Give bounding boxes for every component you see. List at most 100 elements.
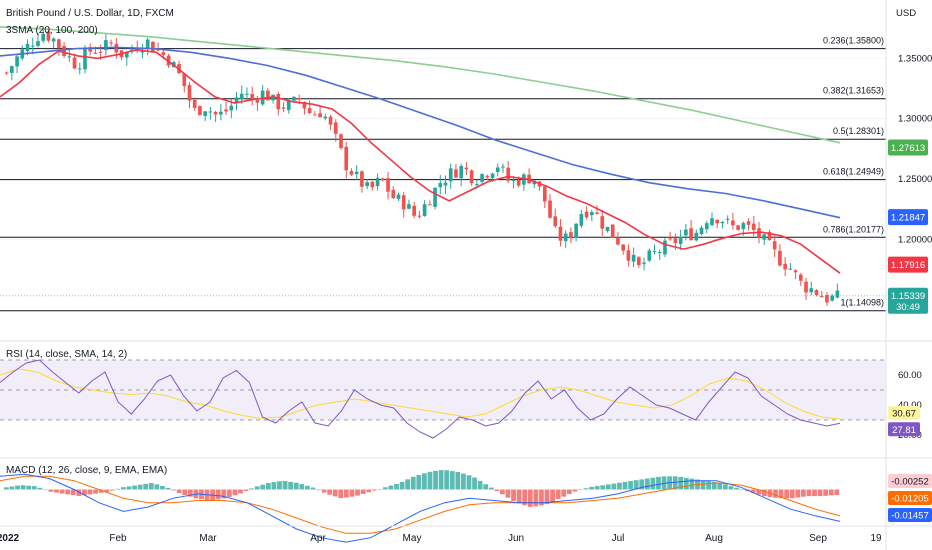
macd-histogram-bar <box>59 489 65 494</box>
macd-histogram-bar <box>43 489 48 490</box>
macd-histogram-bar <box>132 485 137 490</box>
price-badge-value: 1.21847 <box>891 213 925 224</box>
sma200-line <box>0 26 841 144</box>
candle-body <box>83 48 87 70</box>
candle-body <box>454 169 458 178</box>
candle-body <box>30 45 35 47</box>
candle-body <box>731 220 735 226</box>
candle-body <box>213 111 218 115</box>
macd-histogram-bar <box>109 489 115 491</box>
macd-histogram-bar <box>433 470 438 490</box>
rsi-tick-label: 60.00 <box>898 370 922 381</box>
candle-body <box>725 218 730 220</box>
macd-histogram-bar <box>15 485 20 490</box>
candle-body <box>563 233 568 242</box>
month-label: Sep <box>809 533 827 544</box>
price-pane[interactable]: 0.236(1.35800) 0.382(1.31653) 0.5(1.28301)… <box>0 0 886 340</box>
macd-histogram-bar <box>700 480 706 490</box>
macd-badge-value: -0.01205 <box>891 494 929 505</box>
candle-body <box>203 111 207 116</box>
candle-body <box>328 116 333 125</box>
macd-histogram-bar <box>288 481 294 490</box>
rsi-badge-value: 27.81 <box>892 425 916 436</box>
candle-body <box>788 268 793 270</box>
rsi-pane[interactable]: RSI (14, close, SMA, 14, 2) 60.0040.0020… <box>0 349 922 441</box>
macd-histogram-bar <box>160 486 165 490</box>
candle-body <box>762 234 767 240</box>
candle-body <box>344 146 349 171</box>
candle-body <box>318 113 322 118</box>
candle-body <box>637 257 641 266</box>
candle-body <box>616 237 620 245</box>
macd-histogram-bar <box>76 489 82 497</box>
candle-body <box>469 170 474 183</box>
month-label: Feb <box>109 533 127 544</box>
macd-histogram-bar <box>711 482 717 490</box>
candle-body <box>156 49 160 51</box>
fib-level-label: 0.786(1.20177) <box>823 224 884 234</box>
macd-histogram-bar <box>527 489 533 507</box>
candle-body <box>689 228 693 241</box>
rsi-badge <box>888 422 920 437</box>
macd-histogram-bar <box>678 476 684 490</box>
macd-histogram-bar <box>488 487 494 490</box>
macd-histogram-bar <box>550 489 555 502</box>
candle-body <box>684 229 688 236</box>
candle-body <box>589 212 594 216</box>
macd-histogram <box>4 470 840 507</box>
candle-body <box>835 290 840 298</box>
candle-body <box>600 216 605 229</box>
candle-body <box>772 241 777 250</box>
macd-histogram-bar <box>427 471 433 490</box>
candle-body <box>501 166 505 168</box>
price-badge <box>888 256 928 273</box>
month-label: Jul <box>612 533 625 544</box>
macd-badge <box>888 491 932 505</box>
price-tick-label: 1.25000 <box>898 174 932 185</box>
macd-histogram-bar <box>505 489 511 498</box>
macd-histogram-bar <box>327 489 333 495</box>
macd-histogram-bar <box>310 487 316 490</box>
candle-body <box>663 240 667 255</box>
rsi-grid <box>0 359 886 421</box>
macd-histogram-bar <box>254 486 260 490</box>
macd-histogram-bar <box>823 489 829 496</box>
candle-body <box>433 187 437 207</box>
candle-body <box>307 108 312 114</box>
candle-body <box>595 212 599 214</box>
time-axis[interactable]: 2022 Feb Mar Apr May Jun Jul Aug Sep 19 <box>0 525 932 544</box>
macd-histogram-bar <box>483 484 489 490</box>
candle-body <box>553 216 558 227</box>
macd-histogram-bar <box>773 489 778 498</box>
candle-body <box>673 238 678 243</box>
candle-body <box>224 109 228 112</box>
macd-histogram-bar <box>65 489 71 495</box>
price-axis[interactable]: USD 1.35000 1.30000 1.25000 1.20000 1.27613… <box>885 0 932 550</box>
macd-histogram-bar <box>834 489 840 496</box>
candle-body <box>548 200 552 218</box>
macd-histogram-bar <box>304 485 310 490</box>
candle-body <box>407 204 411 209</box>
candle-body <box>192 99 197 108</box>
candle-body <box>145 39 150 49</box>
candle-body <box>475 184 479 186</box>
candle-body <box>124 52 129 58</box>
macd-histogram-bar <box>388 485 394 490</box>
macd-histogram-bar <box>650 477 656 490</box>
macd-histogram-bar <box>784 489 790 499</box>
macd-histogram-bar <box>422 473 427 490</box>
price-tick-label: 1.30000 <box>898 114 932 125</box>
candle-body <box>98 51 103 53</box>
macd-histogram-bar <box>394 483 399 490</box>
candle-body <box>41 33 46 41</box>
macd-line <box>0 473 841 543</box>
candle-body <box>302 101 307 109</box>
price-pane-bg <box>0 0 886 340</box>
macd-histogram-bar <box>165 487 171 490</box>
macd-pane[interactable]: MACD (12, 26, close, 9, EMA, EMA) -0.002… <box>0 465 932 543</box>
macd-histogram-bar <box>555 489 561 500</box>
candle-body <box>459 166 464 179</box>
candle-body <box>4 72 9 74</box>
month-label: 2022 <box>0 533 20 544</box>
